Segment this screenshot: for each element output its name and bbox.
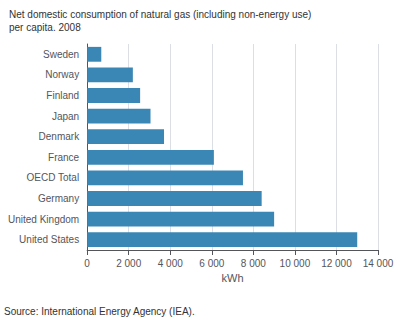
svg-text:per capita. 2008: per capita. 2008 xyxy=(9,22,81,33)
svg-text:United States: United States xyxy=(19,234,79,245)
svg-text:6 000: 6 000 xyxy=(199,258,224,269)
svg-text:Denmark: Denmark xyxy=(39,131,81,142)
svg-text:kWh: kWh xyxy=(222,272,244,284)
svg-text:Source: International Energy A: Source: International Energy Agency (IEA… xyxy=(4,306,195,317)
svg-text:14 000: 14 000 xyxy=(363,258,394,269)
svg-text:10 000: 10 000 xyxy=(280,258,311,269)
svg-text:0: 0 xyxy=(84,258,90,269)
svg-text:Finland: Finland xyxy=(46,90,79,101)
svg-text:United Kingdom: United Kingdom xyxy=(8,214,79,225)
svg-text:Net domestic consumption of na: Net domestic consumption of natural gas … xyxy=(9,9,311,20)
svg-text:France: France xyxy=(48,152,80,163)
svg-text:2 000: 2 000 xyxy=(116,258,141,269)
svg-text:8 000: 8 000 xyxy=(241,258,266,269)
svg-text:OECD Total: OECD Total xyxy=(27,172,80,183)
svg-text:12 000: 12 000 xyxy=(321,258,352,269)
svg-text:4 000: 4 000 xyxy=(158,258,183,269)
svg-text:Sweden: Sweden xyxy=(43,49,79,60)
svg-text:Japan: Japan xyxy=(52,111,79,122)
svg-text:Germany: Germany xyxy=(38,193,79,204)
svg-text:Norway: Norway xyxy=(45,69,79,80)
